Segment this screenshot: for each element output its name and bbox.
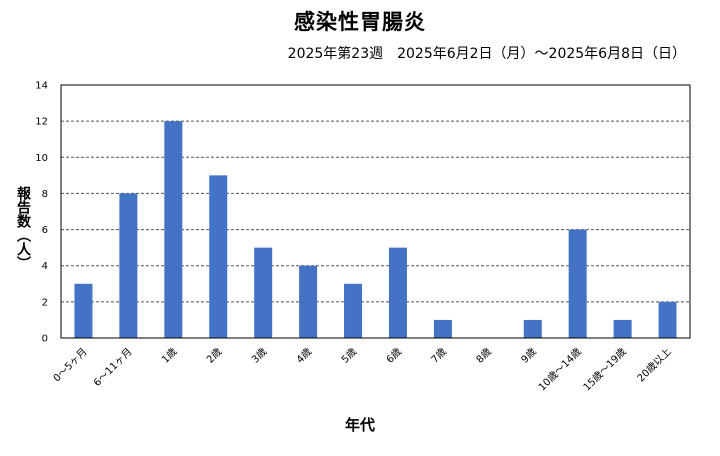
plot-border xyxy=(60,84,691,339)
chart-title: 感染性胃腸炎 xyxy=(294,10,426,34)
x-tick-label: 7歳 xyxy=(429,346,449,366)
x-tick-label: 15歳～19歳 xyxy=(581,346,629,394)
x-tick-labels: 0～5ヶ月 6～11ヶ月 1歳 2歳 3歳 4歳 5歳 6歳 7歳 8歳 9歳10歳～14歳15歳～… xyxy=(51,346,674,394)
bar xyxy=(164,121,183,339)
x-tick-label: 4歳 xyxy=(294,346,314,366)
y-tick-label: 10 xyxy=(35,153,48,164)
x-tick-label: 20歳以上 xyxy=(635,346,674,385)
x-tick-label: 1歳 xyxy=(159,346,179,366)
y-tick-label: 12 xyxy=(35,117,48,128)
y-tick-label: 0 xyxy=(42,334,48,345)
y-axis-label: 報告数（人） xyxy=(15,186,31,270)
y-tick-label: 14 xyxy=(35,81,48,92)
y-tick-labels: 0 2 4 6 8 10 12 14 xyxy=(35,81,48,345)
x-tick-label: 9歳 xyxy=(519,346,539,366)
bar xyxy=(299,265,318,338)
bar-layer xyxy=(74,121,677,339)
y-tick-label: 8 xyxy=(42,189,48,200)
x-tick-label: 10歳～14歳 xyxy=(536,346,584,394)
x-tick-label: 6～11ヶ月 xyxy=(91,346,134,389)
y-tick-label: 2 xyxy=(42,297,48,308)
bar xyxy=(388,247,407,338)
x-tick-label: 0～5ヶ月 xyxy=(51,346,90,385)
bar xyxy=(568,229,587,338)
bar xyxy=(613,319,632,338)
bar xyxy=(344,283,363,338)
bar xyxy=(74,283,93,338)
bar xyxy=(658,301,677,338)
x-tick-label: 8歳 xyxy=(474,346,494,366)
bar xyxy=(254,247,273,338)
plot-frame xyxy=(60,84,691,339)
bar xyxy=(209,175,228,338)
y-tick-label: 4 xyxy=(42,261,48,272)
grid-layer xyxy=(61,120,690,303)
x-axis-label: 年代 xyxy=(344,416,375,434)
x-tick-label: 5歳 xyxy=(339,346,359,366)
bar xyxy=(433,319,452,338)
x-tick-label: 3歳 xyxy=(249,346,269,366)
x-tick-label: 6歳 xyxy=(384,346,404,366)
y-tick-label: 6 xyxy=(42,225,48,236)
chart-subtitle: 2025年第23週 2025年6月2日（月）～2025年6月8日（日） xyxy=(287,46,686,62)
x-tick-label: 2歳 xyxy=(204,346,224,366)
bar xyxy=(119,193,138,338)
bar xyxy=(523,319,542,338)
